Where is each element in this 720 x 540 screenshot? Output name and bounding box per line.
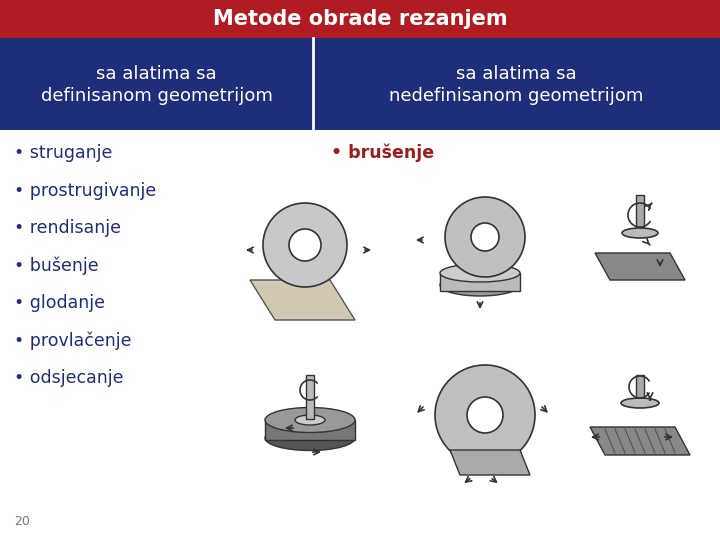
Text: Metode obrade rezanjem: Metode obrade rezanjem bbox=[212, 9, 508, 29]
Text: sa alatima sa: sa alatima sa bbox=[456, 65, 577, 83]
Circle shape bbox=[467, 397, 503, 433]
Text: sa alatima sa: sa alatima sa bbox=[96, 65, 217, 83]
Circle shape bbox=[471, 223, 499, 251]
Bar bbox=[265, 420, 355, 440]
Polygon shape bbox=[250, 280, 355, 320]
Text: • prostrugivanje: • prostrugivanje bbox=[14, 181, 156, 199]
Bar bbox=[636, 375, 644, 405]
Bar bbox=[0, 0, 720, 38]
Ellipse shape bbox=[265, 408, 355, 433]
Text: • struganje: • struganje bbox=[14, 144, 112, 162]
Ellipse shape bbox=[621, 398, 659, 408]
Circle shape bbox=[445, 197, 525, 277]
Text: • glodanje: • glodanje bbox=[14, 294, 105, 312]
Bar bbox=[440, 273, 520, 291]
Text: • brušenje: • brušenje bbox=[331, 144, 434, 163]
Ellipse shape bbox=[265, 426, 355, 450]
Text: • provlačenje: • provlačenje bbox=[14, 332, 132, 350]
Ellipse shape bbox=[622, 228, 658, 238]
Text: • rendisanje: • rendisanje bbox=[14, 219, 121, 237]
Text: • bušenje: • bušenje bbox=[14, 256, 99, 275]
Polygon shape bbox=[590, 427, 690, 455]
Ellipse shape bbox=[440, 264, 520, 282]
Text: 20: 20 bbox=[14, 515, 30, 528]
Ellipse shape bbox=[440, 274, 520, 296]
Text: nedefinisanom geometrijom: nedefinisanom geometrijom bbox=[390, 87, 644, 105]
Polygon shape bbox=[450, 450, 530, 475]
Text: definisanom geometrijom: definisanom geometrijom bbox=[40, 87, 273, 105]
Circle shape bbox=[289, 229, 321, 261]
Bar bbox=[0, 38, 720, 130]
Polygon shape bbox=[595, 253, 685, 280]
Bar bbox=[306, 375, 314, 419]
Ellipse shape bbox=[295, 415, 325, 425]
Circle shape bbox=[263, 203, 347, 287]
Bar bbox=[636, 195, 644, 233]
Text: • odsjecanje: • odsjecanje bbox=[14, 369, 124, 387]
Circle shape bbox=[435, 365, 535, 465]
